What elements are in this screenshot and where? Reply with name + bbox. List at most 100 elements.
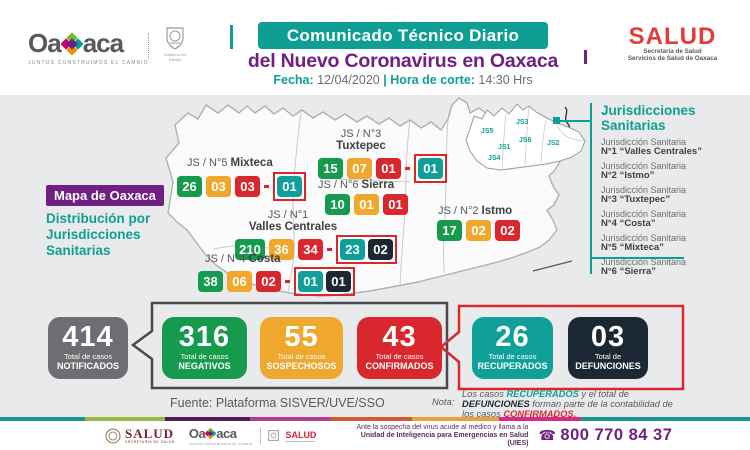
stat-defunciones-label2: DEFUNCIONES [575, 361, 641, 371]
footer-divider [260, 427, 262, 444]
stripe-seg-8 [581, 417, 750, 421]
stat-confirmados-label1: Total de casos [375, 352, 424, 361]
connector-dot [553, 117, 560, 124]
date-label: Fecha: [273, 73, 314, 87]
chip-defunciones: 02 [368, 239, 393, 260]
oaxaca-logo-tagline: JUNTOS CONSTRUIMOS EL CAMBIO [28, 60, 149, 66]
stat-defunciones: 03 Total de DEFUNCIONES [568, 317, 648, 379]
footer-salud-state-logo: SALUD [285, 429, 317, 442]
salud-logo-name: SALUD [628, 23, 717, 50]
note-confirmados: CONFIRMADOS. [503, 409, 577, 419]
chip-confirmados: 02 [256, 271, 281, 292]
stat-notificados-label1: Total de casos [64, 352, 112, 361]
chip-negativos: 38 [198, 271, 223, 292]
header-purple-bar [584, 50, 587, 64]
costa-name: Costa [248, 253, 281, 265]
chip-confirmados: 01 [376, 158, 401, 179]
salud-logo-line2: Servicios de Salud de Oaxaca [627, 55, 718, 62]
sidebar-item-js6-line1: Jurisdicción Sanitaria [601, 257, 687, 267]
chip-confirmados: 02 [495, 220, 520, 241]
note-text: Los casos RECUPERADOS y el total de DEFU… [462, 389, 678, 419]
stat-negativos: 316 Total de casos NEGATIVOS [162, 317, 247, 379]
stat-negativos-label2: NEGATIVOS [178, 361, 231, 371]
chip-recuperados: 01 [418, 158, 443, 179]
footer-advisory-line1: Ante la sospecha del virus acude al médi… [356, 423, 529, 431]
stat-notificados-value: 414 [62, 321, 114, 353]
jurisdiction-costa: JS / N°4 Costa 38 06 02 01 01 [198, 253, 355, 296]
sidebar-item-js5: Jurisdicción Sanitaria N°5 “Mixteca” [601, 234, 743, 253]
jurisdiction-valles-prefix: JS / N°1 [267, 209, 309, 221]
chip-sospechosos: 06 [227, 271, 252, 292]
date-separator: | [383, 73, 387, 87]
note-recuperados: RECUPERADOS [506, 389, 579, 399]
stat-confirmados: 43 Total de casos CONFIRMADOS [357, 317, 442, 379]
jurisdiction-valles-name: Valles Centrales [248, 221, 338, 233]
istmo-prefix: JS / N°2 [438, 205, 479, 217]
sidebar-item-js1-line1: Jurisdicción Sanitaria [601, 137, 687, 147]
map-caption: Distribución por Jurisdicciones Sanitari… [46, 211, 151, 258]
sidebar-item-js3: Jurisdicción Sanitaria N°3 “Tuxtepec” [601, 186, 743, 205]
inset-label-js3: JS3 [516, 119, 529, 126]
costa-prefix: JS / N°4 [205, 253, 246, 265]
state-seal-caption: Gobierno del Estado [163, 52, 187, 62]
sidebar-item-js3-line1: Jurisdicción Sanitaria [601, 185, 687, 195]
oaxaca-logo-text-left: Oa [28, 28, 62, 58]
footer-oaxaca-wordmark: Oa aca [189, 426, 253, 441]
valles-highlight-box: 23 02 [336, 235, 397, 264]
oaxaca-logo: Oa aca JUNTOS CONSTRUIMOS EL CAMBIO [28, 28, 149, 66]
sidebar-item-js2-line2: N°2 “Istmo” [601, 170, 655, 181]
footer-oaxaca-logo: Oa aca JUNTOS CONSTRUIMOS EL CAMBIO [189, 426, 253, 446]
chip-confirmados: 34 [298, 239, 323, 260]
salud-logo-line1: Secretaría de Salud [643, 48, 702, 55]
oaxaca-x-icon [60, 32, 83, 55]
state-seal: Gobierno del Estado [158, 24, 192, 62]
inset-map [465, 103, 586, 171]
stat-confirmados-label2: CONFIRMADOS [365, 361, 434, 371]
stripe-seg-2 [85, 417, 165, 421]
red-bracket [439, 304, 685, 391]
mixteca-prefix: JS / N°5 [187, 157, 228, 169]
jurisdiction-sierra: JS / N°6 Sierra 10 01 01 [318, 179, 408, 215]
dark-bracket [130, 301, 449, 390]
sidebar-item-js2-line1: Jurisdicción Sanitaria [601, 161, 687, 171]
valles-chip-row: 210 36 34 23 02 [235, 235, 397, 264]
footer-advisory-text: Ante la sospecha del virus acude al médi… [338, 424, 528, 448]
jurisdiction-tuxtepec-name: Tuxtepec [336, 140, 386, 152]
oaxaca-logo-wordmark: Oa aca [28, 28, 149, 59]
chip-sospechosos: 03 [206, 176, 231, 197]
stat-recuperados: 26 Total de casos RECUPERADOS [472, 317, 553, 379]
jurisdiction-istmo-label: JS / N°2 Istmo [438, 205, 520, 217]
chip-sospechosos: 36 [269, 239, 294, 260]
istmo-leader-line [532, 260, 573, 272]
sierra-prefix: JS / N°6 [318, 179, 359, 191]
page-subtitle: del Nuevo Coronavirus en Oaxaca [247, 50, 559, 72]
phone-icon: ☎ [538, 427, 557, 443]
stripe-seg-7 [499, 417, 581, 421]
footer: SALUD SECRETARÍA DE SALUD Oa aca JUNTOS … [0, 421, 750, 450]
costa-chip-row: 38 06 02 01 01 [198, 267, 355, 296]
sidebar-item-js3-line2: N°3 “Tuxtepec” [601, 194, 671, 205]
salud-logo: SALUD Secretaría de Salud Servicios de S… [600, 23, 745, 63]
stat-defunciones-label1: Total de [594, 352, 622, 361]
chip-sospechosos: 01 [354, 194, 379, 215]
stat-sospechosos-label1: Total de casos [277, 352, 326, 361]
footer-oaxaca-text-right: aca [216, 425, 237, 441]
stat-confirmados-value: 43 [382, 321, 417, 353]
footer-oaxaca-x-icon [205, 427, 217, 439]
jurisdiction-tuxtepec: JS / N°3 Tuxtepec 15 07 01 01 [318, 129, 447, 183]
stat-sospechosos-label2: SOSPECHOSOS [266, 361, 337, 371]
sidebar-item-js1: Jurisdicción Sanitaria N°1 “Valles Centr… [601, 138, 743, 157]
sidebar-jurisdictions: Jurisdicciones Sanitarias Jurisdicción S… [601, 103, 743, 277]
costa-highlight-box: 01 01 [294, 267, 355, 296]
chip-sospechosos: 07 [347, 158, 372, 179]
footer-phone-number: 800 770 84 37 [560, 426, 673, 444]
sidebar-item-js4: Jurisdicción Sanitaria N°4 “Costa” [601, 210, 743, 229]
chip-defunciones: 01 [326, 271, 351, 292]
chip-recuperados: 01 [298, 271, 323, 292]
red-dash [405, 167, 410, 170]
footer-salud-federal-logo: SALUD SECRETARÍA DE SALUD [105, 425, 175, 444]
cutoff-label: Hora de corte: [390, 73, 475, 87]
footer-salud-federal-name: SALUD [125, 425, 175, 441]
title-badge: Comunicado Técnico Diario [258, 22, 548, 49]
